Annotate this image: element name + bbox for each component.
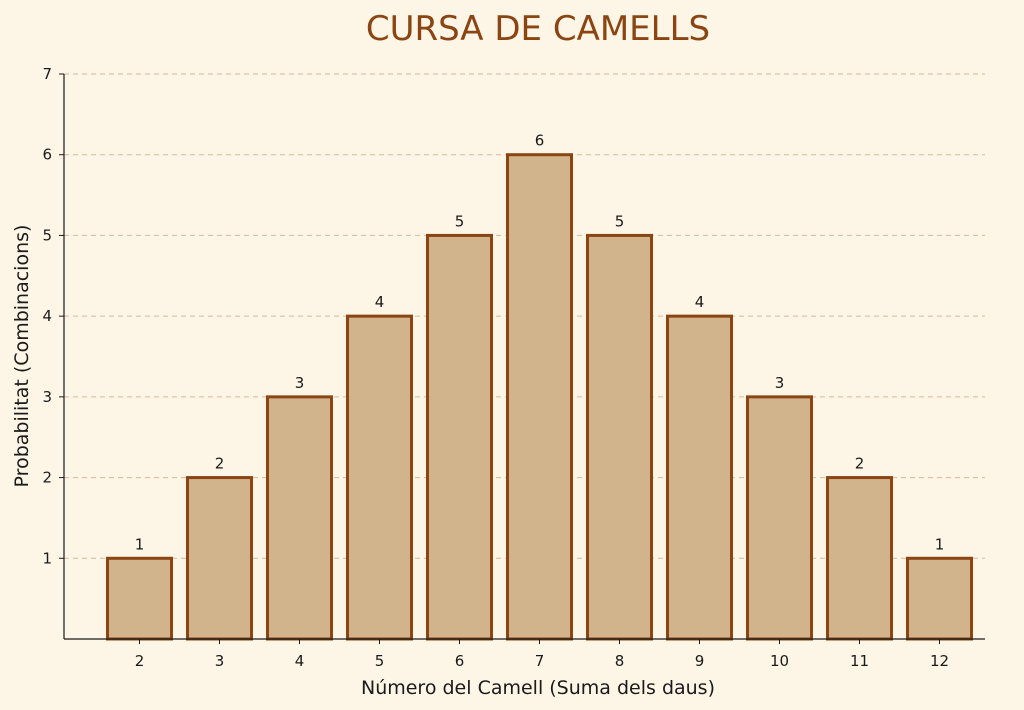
x-tick-label: 4 [295,652,305,670]
bar-value-label: 2 [215,455,225,473]
x-tick-label: 5 [375,652,385,670]
x-axis-label: Número del Camell (Suma dels daus) [361,677,715,699]
bar-value-label: 1 [135,535,145,553]
x-tick-label: 3 [215,652,225,670]
y-axis-label: Probabilitat (Combinacions) [11,225,33,488]
bar-value-label: 3 [775,374,785,392]
x-tick-label: 11 [850,652,869,670]
x-tick-label: 10 [770,652,789,670]
data-labels: 1 2 3 4 5 6 5 4 3 2 1 [135,132,945,554]
x-tick-label: 2 [135,652,145,670]
bar-value-label: 6 [535,132,545,150]
bar [106,556,173,641]
y-tick-label: 5 [42,226,52,244]
x-tick-label: 6 [455,652,465,670]
bar [186,476,253,641]
x-tick-label: 7 [535,652,545,670]
x-tick-label: 9 [695,652,705,670]
bar-value-label: 2 [855,455,865,473]
chart-title: CURSA DE CAMELLS [366,9,710,49]
bar [266,395,333,641]
bar-value-label: 4 [695,293,705,311]
bar-value-label: 1 [935,535,945,553]
y-tick-label: 1 [42,549,52,567]
bar [746,395,813,641]
y-tick-label: 2 [42,469,52,487]
y-tick-label: 4 [42,307,52,325]
bar [826,476,893,641]
bar [506,153,573,641]
y-tick-label: 6 [42,146,52,164]
bar-value-label: 3 [295,374,305,392]
bar [666,314,733,641]
bar [346,314,413,641]
bar-value-label: 5 [615,212,625,230]
bar-value-label: 4 [375,293,385,311]
bar [426,233,493,641]
x-tick-label: 8 [615,652,625,670]
y-tick-label: 7 [42,65,52,83]
bar-value-label: 5 [455,212,465,230]
y-tick-label: 3 [42,388,52,406]
bar [906,556,973,641]
bars [106,153,973,641]
x-tick-label: 12 [930,652,949,670]
bar [586,233,653,641]
